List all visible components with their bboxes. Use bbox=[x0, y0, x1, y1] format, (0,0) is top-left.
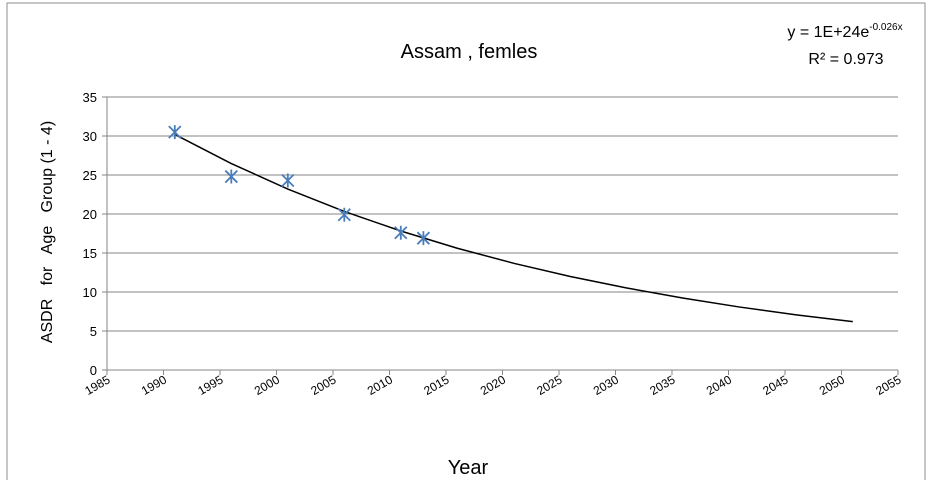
y-axis-label: ASDR for Age Group (1 - 4) bbox=[39, 121, 56, 343]
y-tick-label: 15 bbox=[83, 246, 97, 261]
y-tick-label: 35 bbox=[83, 90, 97, 105]
chart-frame bbox=[6, 2, 926, 485]
scatter-point bbox=[224, 169, 238, 184]
equation-base: y = 1E+24e bbox=[787, 24, 869, 41]
y-tick-label: 25 bbox=[83, 168, 97, 183]
y-tick-label: 30 bbox=[83, 129, 97, 144]
chart-title: Assam , femles bbox=[401, 41, 538, 63]
trendline bbox=[174, 133, 853, 323]
y-tick-label: 20 bbox=[83, 207, 97, 222]
scatter-point bbox=[337, 207, 351, 222]
equation-exponent: -0.026x bbox=[869, 22, 902, 33]
scatter-point bbox=[394, 225, 408, 240]
r-squared: R² = 0.973 bbox=[808, 51, 883, 68]
x-axis-label: Year bbox=[448, 457, 489, 479]
y-tick-label: 10 bbox=[83, 285, 97, 300]
scatter-point bbox=[168, 125, 182, 140]
y-tick-label: 5 bbox=[90, 324, 97, 339]
trend-equation: y = 1E+24e-0.026x bbox=[787, 22, 902, 41]
scatter-point bbox=[281, 173, 295, 188]
scatter-point bbox=[416, 231, 431, 246]
y-tick-label: 0 bbox=[90, 363, 97, 378]
